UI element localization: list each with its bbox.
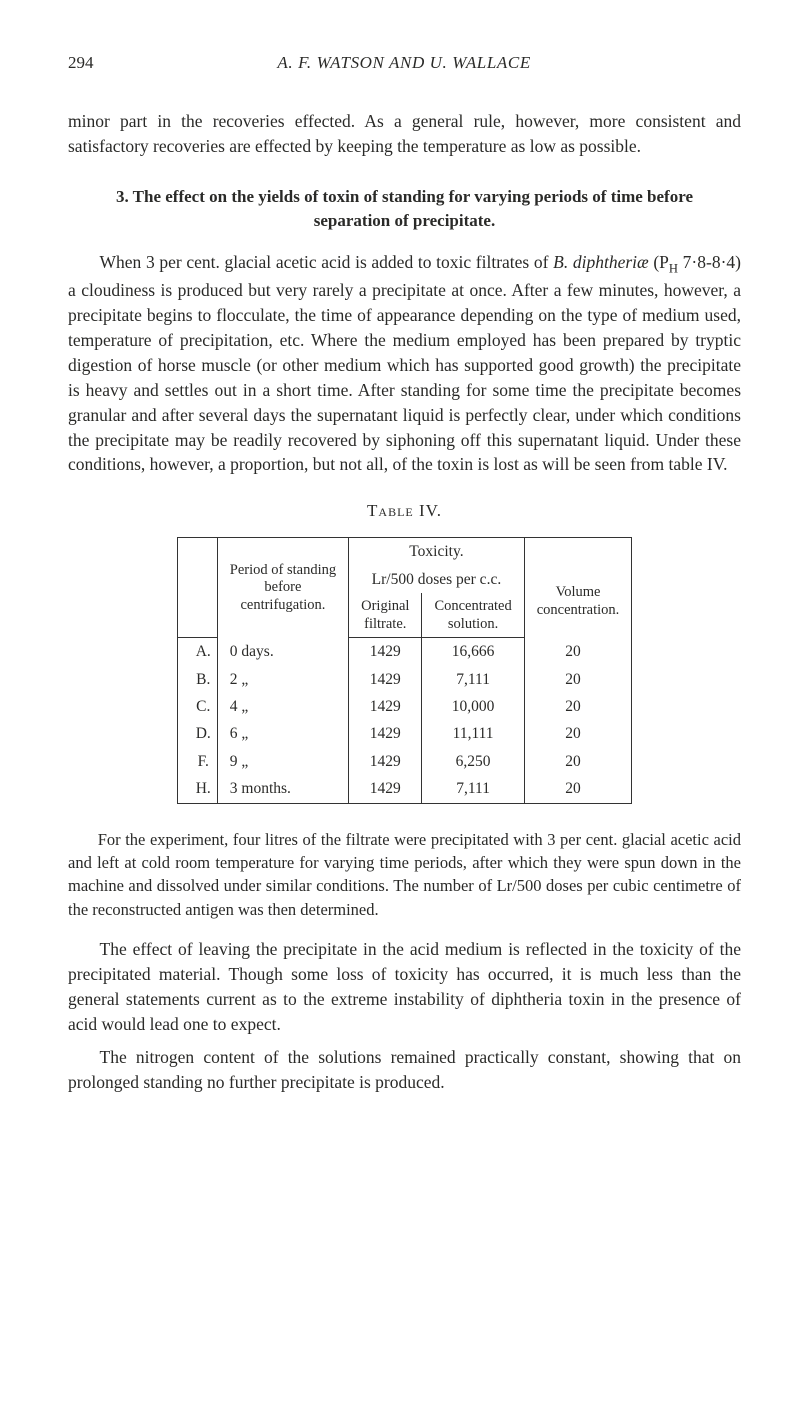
cell-period: 3 months. bbox=[217, 775, 348, 803]
table-row: H. 3 months. 1429 7,111 20 bbox=[177, 775, 632, 803]
cell-period: 4 „ bbox=[217, 693, 348, 720]
row-label: B. bbox=[177, 666, 217, 693]
table-row: F. 9 „ 1429 6,250 20 bbox=[177, 748, 632, 775]
text: centrifugation. bbox=[230, 597, 336, 614]
col-blank bbox=[177, 538, 217, 566]
cell-original: 1429 bbox=[349, 720, 422, 747]
col-volume-header: Volume concentration. bbox=[524, 566, 632, 638]
cell-volume: 20 bbox=[524, 638, 632, 666]
paragraph: For the experiment, four litres of the f… bbox=[68, 828, 741, 922]
cell-original: 1429 bbox=[349, 748, 422, 775]
col-blank bbox=[177, 593, 217, 638]
paragraph: When 3 per cent. glacial acetic acid is … bbox=[68, 250, 741, 477]
subscript: H bbox=[669, 262, 678, 276]
row-label: H. bbox=[177, 775, 217, 803]
table-caption: Table IV. bbox=[68, 499, 741, 523]
col-original-header: Original filtrate. bbox=[349, 593, 422, 638]
text: solution. bbox=[434, 615, 511, 633]
row-label: A. bbox=[177, 638, 217, 666]
row-label: F. bbox=[177, 748, 217, 775]
text: before bbox=[230, 579, 336, 596]
cell-concentrated: 10,000 bbox=[422, 693, 524, 720]
text: Period of standing bbox=[230, 562, 336, 579]
text: (P bbox=[649, 252, 669, 272]
col-blank bbox=[177, 566, 217, 593]
cell-concentrated: 11,111 bbox=[422, 720, 524, 747]
cell-concentrated: 6,250 bbox=[422, 748, 524, 775]
cell-original: 1429 bbox=[349, 666, 422, 693]
text: Original bbox=[361, 597, 409, 615]
cell-period: 2 „ bbox=[217, 666, 348, 693]
cell-volume: 20 bbox=[524, 748, 632, 775]
cell-period: 6 „ bbox=[217, 720, 348, 747]
row-label: C. bbox=[177, 693, 217, 720]
row-label: D. bbox=[177, 720, 217, 747]
col-concentrated-header: Concentrated solution. bbox=[422, 593, 524, 638]
table-row: D. 6 „ 1429 11,111 20 bbox=[177, 720, 632, 747]
cell-original: 1429 bbox=[349, 775, 422, 803]
text: Concentrated bbox=[434, 597, 511, 615]
text: When 3 per cent. glacial acetic acid is … bbox=[100, 252, 554, 272]
page-number: 294 bbox=[68, 51, 94, 75]
page-header: 294 A. F. WATSON AND U. WALLACE 294 bbox=[68, 50, 741, 75]
running-title: A. F. WATSON AND U. WALLACE bbox=[94, 51, 715, 75]
cell-concentrated: 16,666 bbox=[422, 638, 524, 666]
col-blank bbox=[524, 538, 632, 566]
table-row: B. 2 „ 1429 7,111 20 bbox=[177, 666, 632, 693]
col-toxicity-header: Toxicity. bbox=[349, 538, 525, 566]
paragraph: The nitrogen content of the solutions re… bbox=[68, 1045, 741, 1095]
cell-period: 9 „ bbox=[217, 748, 348, 775]
table-row: C. 4 „ 1429 10,000 20 bbox=[177, 693, 632, 720]
cell-volume: 20 bbox=[524, 775, 632, 803]
text: concentration. bbox=[537, 602, 620, 619]
cell-concentrated: 7,111 bbox=[422, 775, 524, 803]
text: Volume bbox=[537, 584, 620, 601]
cell-concentrated: 7,111 bbox=[422, 666, 524, 693]
cell-original: 1429 bbox=[349, 638, 422, 666]
cell-original: 1429 bbox=[349, 693, 422, 720]
text: filtrate. bbox=[361, 615, 409, 633]
cell-volume: 20 bbox=[524, 693, 632, 720]
table-note: For the experiment, four litres of the f… bbox=[68, 828, 741, 922]
paragraph-continuation: minor part in the recoveries effected. A… bbox=[68, 109, 741, 159]
paragraph: The effect of leaving the precipitate in… bbox=[68, 937, 741, 1036]
species-name: B. diphtheriæ bbox=[553, 252, 649, 272]
col-period-header: Period of standing before centrifugation… bbox=[217, 538, 348, 638]
data-table: Period of standing before centrifugation… bbox=[68, 537, 741, 803]
section-heading: 3. The effect on the yields of toxin of … bbox=[92, 185, 717, 234]
cell-volume: 20 bbox=[524, 666, 632, 693]
cell-volume: 20 bbox=[524, 720, 632, 747]
table-row: A. 0 days. 1429 16,666 20 bbox=[177, 638, 632, 666]
col-lr-header: Lr/500 doses per c.c. bbox=[349, 566, 525, 593]
cell-period: 0 days. bbox=[217, 638, 348, 666]
text: 7·8-8·4) a cloudiness is produced but ve… bbox=[68, 252, 741, 474]
